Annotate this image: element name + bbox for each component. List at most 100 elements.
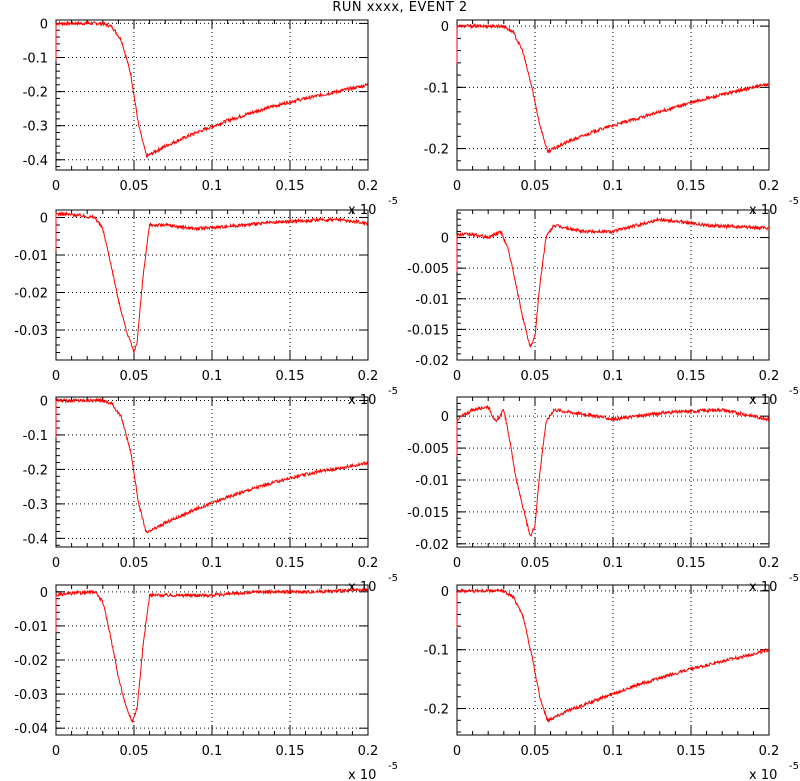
signal-trace (55, 20, 369, 159)
signal-trace (456, 216, 770, 348)
x-tick-label: 0.05 (521, 369, 550, 384)
x-tick-label: 0.1 (603, 556, 624, 571)
x-tick-label: 0.1 (603, 369, 624, 384)
y-tick-label: -0.03 (14, 688, 48, 703)
plot-frame (456, 584, 770, 736)
x-tick-label: 0.15 (677, 179, 706, 194)
y-tick-label: -0.2 (23, 86, 48, 101)
signal-trace (456, 587, 770, 723)
y-tick-label: -0.01 (14, 620, 48, 635)
x-tick-label: 0.2 (759, 179, 780, 194)
y-tick-label: -0.2 (23, 463, 48, 478)
x-multiplier-label: x 10 (749, 580, 777, 595)
x-tick-label: 0.15 (276, 556, 305, 571)
signal-trace (55, 587, 369, 723)
x-tick-label: 0 (52, 369, 60, 384)
y-tick-label: -0.2 (424, 703, 449, 718)
y-tick-label: -0.005 (407, 262, 449, 277)
y-tick-label: -0.005 (407, 442, 449, 457)
waveform-panel-5: 0 0.05 0.1 0.15 0.2 0 -0.1 -0.2 -0.3 -0.4 x 10 -5 (23, 394, 398, 595)
x-tick-label: 0.2 (358, 369, 379, 384)
waveform-panel-1: 0 0.05 0.1 0.15 0.20-0.1-0.2-0.3-0.4x 10-5 (23, 17, 398, 218)
y-tick-label: -0.03 (14, 324, 48, 339)
y-tick-label: -0.015 (407, 323, 449, 338)
x-tick-label: 0.1 (603, 179, 624, 194)
x-tick-label: 0 (52, 556, 60, 571)
waveform-panel-2: 0 0.05 0.1 0.15 0.20-0.1-0.2x 10-5 (424, 19, 799, 218)
signal-trace (456, 22, 770, 154)
waveform-panel-8: 0 0.05 0.1 0.15 0.2 0 -0.1 -0.2 x 10 -5 (424, 584, 799, 781)
x-tick-label: 0.1 (202, 369, 223, 384)
y-tick-label: -0.4 (23, 154, 48, 169)
y-tick-label: -0.02 (415, 538, 449, 553)
x-tick-label: 0 (453, 556, 461, 571)
x-tick-label: 0.15 (677, 556, 706, 571)
x-tick-label: 0.2 (759, 556, 780, 571)
signal-trace (456, 404, 770, 537)
x-tick-label: 0.05 (521, 179, 550, 194)
x-multiplier-exponent: -5 (789, 573, 799, 584)
x-multiplier-label: x 10 (749, 768, 777, 781)
x-tick-label: 0.2 (358, 179, 379, 194)
signal-trace (55, 397, 369, 534)
x-tick-label: 0.05 (521, 744, 550, 759)
x-tick-label: 0.15 (677, 744, 706, 759)
y-tick-label: -0.02 (14, 287, 48, 302)
x-multiplier-exponent: -5 (789, 196, 799, 207)
signal-trace (55, 211, 369, 354)
x-tick-label: 0.15 (677, 369, 706, 384)
y-tick-label: 0 (40, 394, 48, 409)
y-tick-label: -0.3 (23, 120, 48, 135)
x-tick-label: 0.15 (276, 179, 305, 194)
waveform-panel-7: 0 0.05 0.1 0.15 0.2 0 -0.01 -0.02 -0.03 -0.04 x 10… (14, 584, 398, 781)
x-tick-label: 0.2 (358, 556, 379, 571)
y-tick-label: -0.1 (23, 52, 48, 67)
y-tick-label: -0.1 (23, 429, 48, 444)
x-tick-label: 0.1 (202, 179, 223, 194)
plot-frame (55, 209, 369, 361)
x-tick-label: 0.05 (120, 179, 149, 194)
page-title: RUN xxxx, EVENT 2 (332, 0, 468, 15)
y-tick-label: -0.01 (14, 249, 48, 264)
x-tick-label: 0 (52, 179, 60, 194)
x-multiplier-exponent: -5 (388, 761, 398, 772)
x-tick-label: 0.05 (120, 556, 149, 571)
x-tick-label: 0 (453, 744, 461, 759)
y-tick-label: -0.4 (23, 532, 48, 547)
x-tick-label: 0.15 (276, 744, 305, 759)
waveform-panel-4: 0 0.05 0.1 0.15 0.20-0.005-0.01-0.015-0.02x … (407, 209, 799, 408)
x-tick-label: 0 (453, 369, 461, 384)
y-tick-label: -0.3 (23, 498, 48, 513)
x-tick-label: 0.1 (202, 556, 223, 571)
x-tick-label: 0.1 (202, 744, 223, 759)
y-tick-label: -0.1 (424, 81, 449, 96)
y-tick-label: 0 (441, 585, 449, 600)
x-tick-label: 0.1 (603, 744, 624, 759)
y-tick-label: 0 (40, 212, 48, 227)
y-tick-label: -0.01 (415, 293, 449, 308)
y-tick-label: -0.01 (415, 474, 449, 489)
x-tick-label: 0.2 (358, 744, 379, 759)
y-tick-label: -0.02 (14, 654, 48, 669)
x-tick-label: 0.2 (759, 744, 780, 759)
waveform-panel-3: 0 0.05 0.1 0.15 0.20-0.01-0.02-0.03x 10-5 (14, 209, 398, 408)
y-tick-label: 0 (40, 17, 48, 32)
y-tick-label: 0 (441, 20, 449, 35)
y-tick-label: -0.1 (424, 644, 449, 659)
x-tick-label: 0.05 (120, 369, 149, 384)
x-tick-label: 0.05 (120, 744, 149, 759)
x-tick-label: 0.05 (521, 556, 550, 571)
x-multiplier-exponent: -5 (388, 573, 398, 584)
y-tick-label: 0 (441, 232, 449, 247)
x-multiplier-exponent: -5 (388, 196, 398, 207)
waveform-panel-6: 0 0.05 0.1 0.15 0.2 0 -0.005 -0.01 -0.015 -0.02 x … (407, 396, 799, 595)
x-multiplier-label: x 10 (348, 768, 376, 781)
y-tick-label: 0 (40, 586, 48, 601)
x-multiplier-exponent: -5 (388, 386, 398, 397)
x-tick-label: 0 (52, 744, 60, 759)
y-tick-label: 0 (441, 410, 449, 425)
y-tick-label: -0.02 (415, 354, 449, 369)
y-tick-label: -0.2 (424, 143, 449, 158)
y-tick-label: -0.04 (14, 722, 48, 737)
